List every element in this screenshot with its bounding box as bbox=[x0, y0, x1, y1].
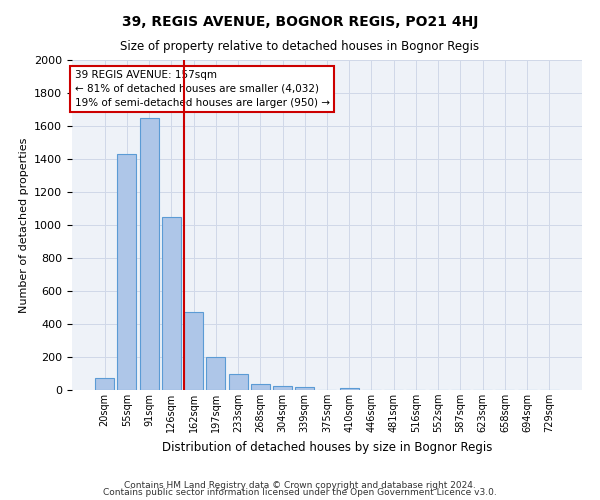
Bar bbox=[140, 118, 158, 390]
X-axis label: Distribution of detached houses by size in Bognor Regis: Distribution of detached houses by size … bbox=[162, 440, 492, 454]
Y-axis label: Number of detached properties: Number of detached properties bbox=[19, 138, 29, 312]
Text: Contains public sector information licensed under the Open Government Licence v3: Contains public sector information licen… bbox=[103, 488, 497, 497]
Bar bbox=[251, 384, 270, 390]
Bar bbox=[162, 217, 181, 390]
Bar bbox=[295, 386, 314, 390]
Bar bbox=[340, 388, 359, 390]
Text: Contains HM Land Registry data © Crown copyright and database right 2024.: Contains HM Land Registry data © Crown c… bbox=[124, 480, 476, 490]
Bar bbox=[95, 378, 114, 390]
Bar bbox=[184, 312, 203, 390]
Bar bbox=[118, 154, 136, 390]
Text: 39, REGIS AVENUE, BOGNOR REGIS, PO21 4HJ: 39, REGIS AVENUE, BOGNOR REGIS, PO21 4HJ bbox=[122, 15, 478, 29]
Bar bbox=[206, 357, 225, 390]
Bar bbox=[273, 386, 292, 390]
Bar bbox=[229, 374, 248, 390]
Text: Size of property relative to detached houses in Bognor Regis: Size of property relative to detached ho… bbox=[121, 40, 479, 53]
Text: 39 REGIS AVENUE: 157sqm
← 81% of detached houses are smaller (4,032)
19% of semi: 39 REGIS AVENUE: 157sqm ← 81% of detache… bbox=[74, 70, 329, 108]
